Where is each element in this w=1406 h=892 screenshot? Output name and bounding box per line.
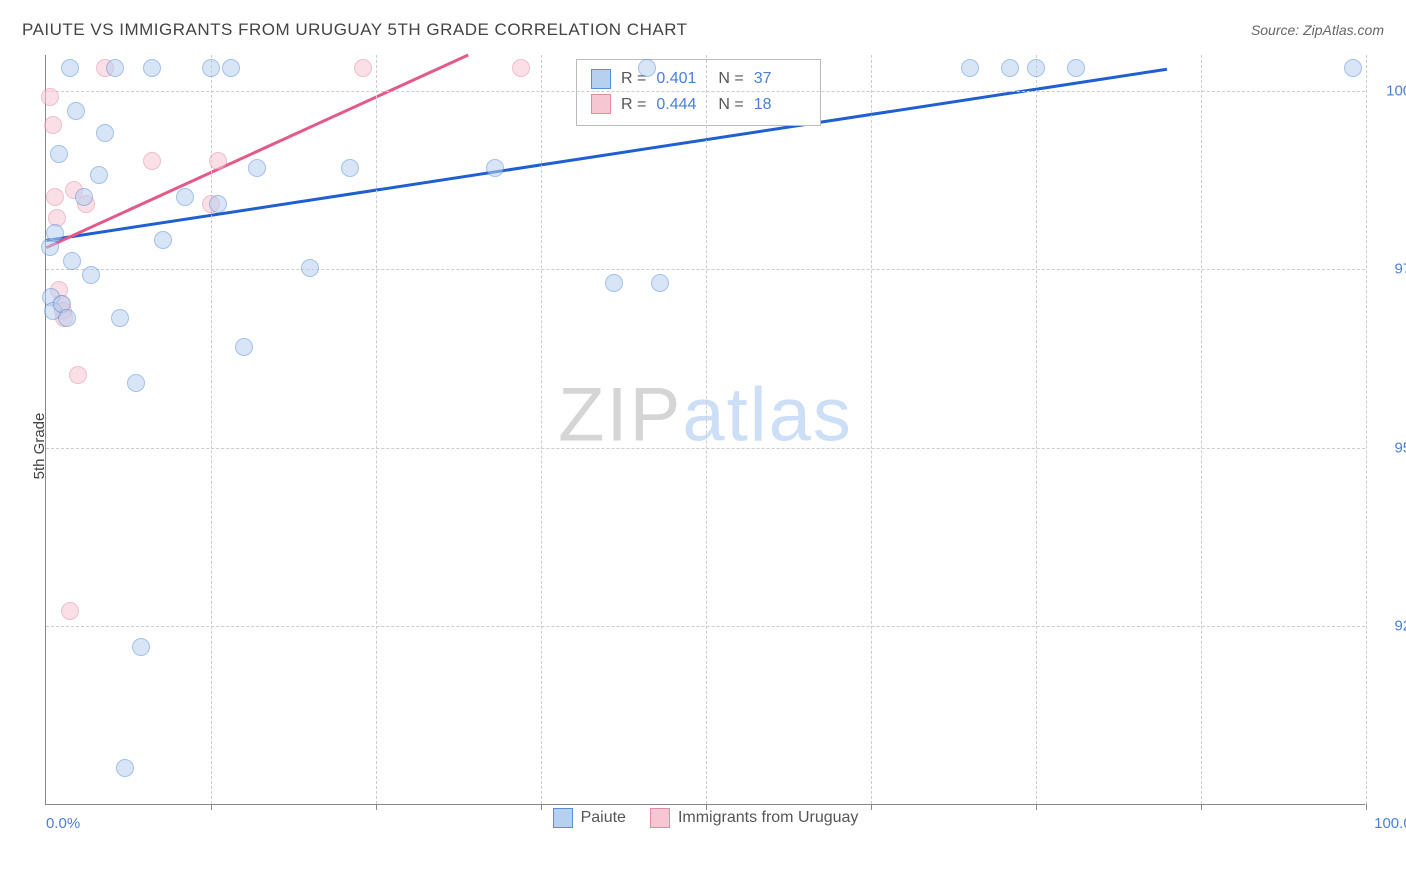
- series1-point: [1001, 59, 1019, 77]
- series1-point: [132, 638, 150, 656]
- series1-point: [341, 159, 359, 177]
- x-axis-max-label: 100.0%: [1374, 815, 1406, 832]
- r-label: R =: [621, 92, 646, 118]
- series2-point: [512, 59, 530, 77]
- series1-point: [63, 252, 81, 270]
- gridline-vertical: [871, 55, 872, 804]
- x-tick: [376, 804, 377, 810]
- gridline-vertical: [706, 55, 707, 804]
- r-value: 0.444: [656, 92, 708, 118]
- source-attribution: Source: ZipAtlas.com: [1251, 22, 1384, 38]
- x-tick: [211, 804, 212, 810]
- series1-point: [235, 338, 253, 356]
- series1-point: [486, 159, 504, 177]
- series1-point: [61, 59, 79, 77]
- legend-label: Paiute: [581, 809, 626, 827]
- series2-point: [46, 188, 64, 206]
- y-tick-label: 95.0%: [1377, 439, 1406, 456]
- x-tick: [1366, 804, 1367, 810]
- series1-point: [67, 102, 85, 120]
- n-label: N =: [718, 66, 743, 92]
- series2-point: [41, 88, 59, 106]
- gridline-vertical: [541, 55, 542, 804]
- series1-point: [1067, 59, 1085, 77]
- series1-point: [90, 166, 108, 184]
- series1-point: [154, 231, 172, 249]
- n-label: N =: [718, 92, 743, 118]
- x-tick: [706, 804, 707, 810]
- legend-swatch: [650, 808, 670, 828]
- series1-point: [106, 59, 124, 77]
- scatter-plot-area: ZIPatlas R =0.401N =37R =0.444N =18 Paiu…: [45, 55, 1365, 805]
- series1-point: [222, 59, 240, 77]
- series2-point: [354, 59, 372, 77]
- series-legend: Paiute Immigrants from Uruguay: [46, 808, 1365, 828]
- n-value: 18: [754, 92, 806, 118]
- series1-point: [202, 59, 220, 77]
- series1-point: [301, 259, 319, 277]
- x-tick: [1036, 804, 1037, 810]
- legend-item: Immigrants from Uruguay: [650, 808, 859, 828]
- series1-point: [143, 59, 161, 77]
- series1-point: [111, 309, 129, 327]
- series1-point: [75, 188, 93, 206]
- series1-point: [638, 59, 656, 77]
- series2-point: [69, 366, 87, 384]
- series1-point: [96, 124, 114, 142]
- series1-point: [248, 159, 266, 177]
- y-tick-label: 100.0%: [1377, 82, 1406, 99]
- r-value: 0.401: [656, 66, 708, 92]
- series1-point: [1344, 59, 1362, 77]
- legend-swatch: [591, 69, 611, 89]
- series1-point: [58, 309, 76, 327]
- series1-point: [651, 274, 669, 292]
- x-tick: [871, 804, 872, 810]
- gridline-vertical: [1366, 55, 1367, 804]
- series1-point: [82, 266, 100, 284]
- series1-point: [176, 188, 194, 206]
- series1-point: [50, 145, 68, 163]
- legend-swatch: [553, 808, 573, 828]
- gridline-vertical: [1201, 55, 1202, 804]
- x-axis-min-label: 0.0%: [46, 815, 80, 832]
- chart-title: PAIUTE VS IMMIGRANTS FROM URUGUAY 5TH GR…: [22, 20, 688, 40]
- series1-point: [46, 224, 64, 242]
- series1-point: [209, 195, 227, 213]
- series2-point: [209, 152, 227, 170]
- series1-point: [961, 59, 979, 77]
- x-tick: [541, 804, 542, 810]
- n-value: 37: [754, 66, 806, 92]
- correlation-legend: R = 0.401 N = 37R = 0.444 N = 18: [576, 59, 821, 126]
- legend-row: R =0.401N =37: [591, 66, 806, 92]
- series2-point: [143, 152, 161, 170]
- series1-point: [605, 274, 623, 292]
- series2-point: [44, 116, 62, 134]
- legend-swatch: [591, 94, 611, 114]
- series2-point: [61, 602, 79, 620]
- legend-row: R = 0.444 N = 18: [591, 92, 806, 118]
- y-tick-label: 92.5%: [1377, 618, 1406, 635]
- x-tick: [1201, 804, 1202, 810]
- gridline-vertical: [376, 55, 377, 804]
- legend-label: Immigrants from Uruguay: [678, 809, 859, 827]
- series1-point: [116, 759, 134, 777]
- y-tick-label: 97.5%: [1377, 261, 1406, 278]
- series1-point: [127, 374, 145, 392]
- series2-trend-line: [46, 55, 468, 248]
- series1-point: [1027, 59, 1045, 77]
- gridline-vertical: [1036, 55, 1037, 804]
- legend-item: Paiute: [553, 808, 626, 828]
